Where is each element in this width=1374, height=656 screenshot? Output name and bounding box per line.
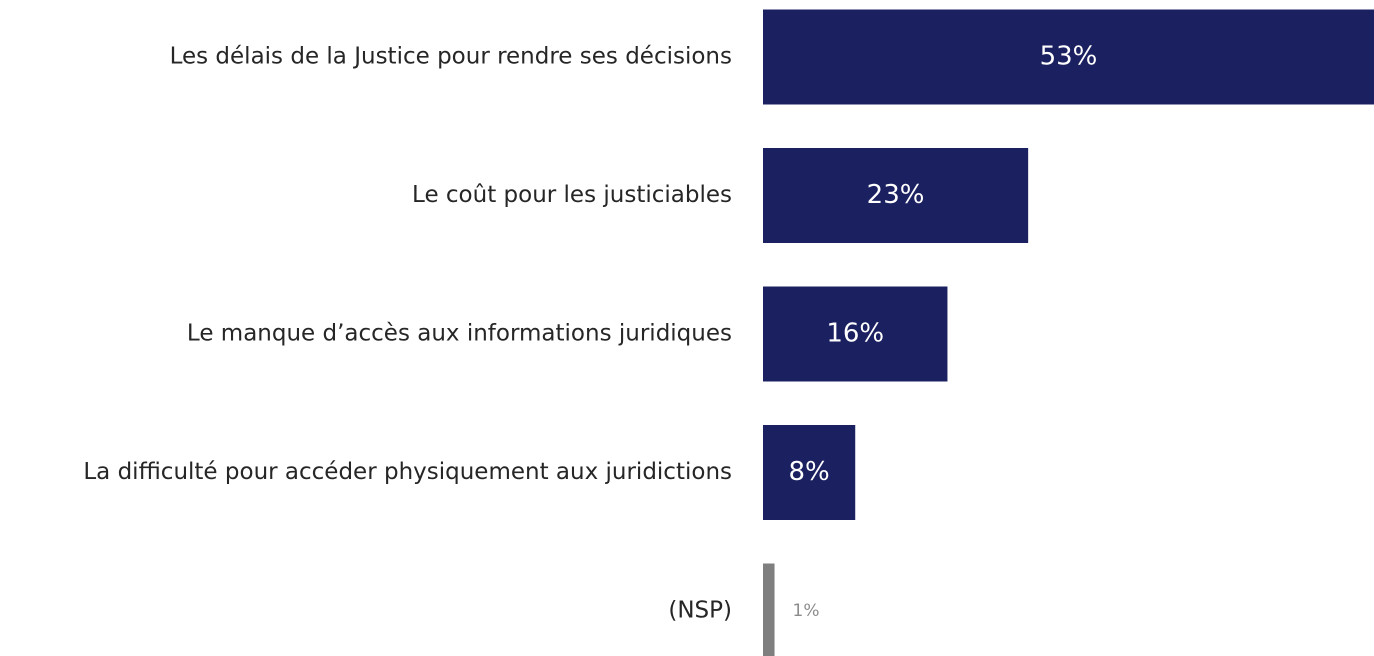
value-label: 1% [793,601,820,621]
value-label: 23% [867,180,925,210]
bar [763,148,1029,243]
category-label: Le coût pour les justiciables [412,182,732,208]
category-label: La difficulté pour accéder physiquement … [83,459,732,485]
bar [763,9,1374,105]
bar [763,425,856,520]
value-label: 16% [826,319,884,349]
bar [763,286,948,382]
category-label: Le manque d’accès aux informations jurid… [187,321,732,347]
category-label: Les délais de la Justice pour rendre ses… [170,44,732,70]
bar [763,563,775,656]
value-label: 53% [1040,42,1098,72]
value-label: 8% [788,457,829,487]
category-label: (NSP) [668,598,732,624]
